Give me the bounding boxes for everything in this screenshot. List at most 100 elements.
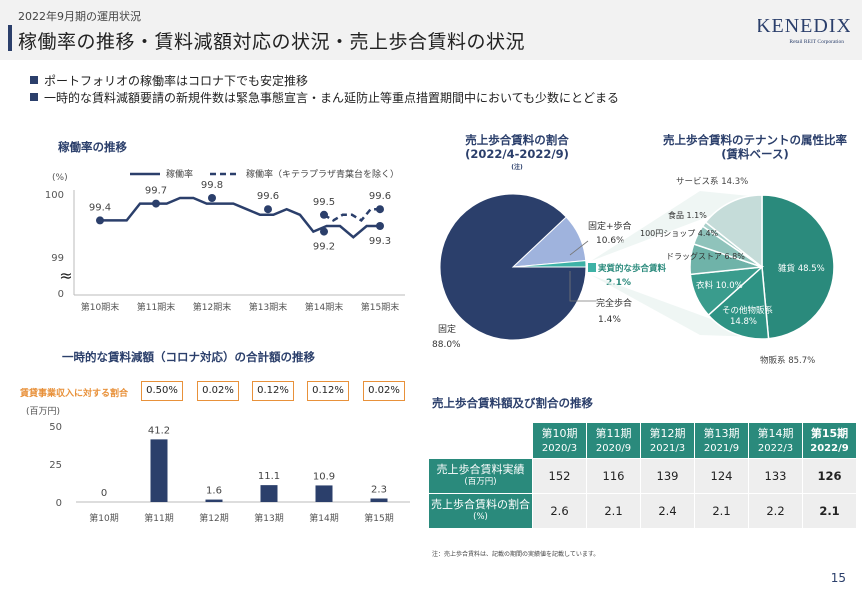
- ratio-box: 0.12%: [252, 381, 294, 401]
- logo-text: KENEDIX: [758, 15, 850, 37]
- table-cell: 126: [802, 458, 857, 494]
- bar: [150, 439, 168, 502]
- bar-value-label: 10.9: [313, 471, 335, 482]
- occupancy-line-solid: [100, 196, 380, 239]
- label-clothing: 衣料 10.0%: [696, 280, 743, 291]
- bullet-2: 一時的な賃料減額要請の新規件数は緊急事態宣言・まん延防止等重点措置期間中において…: [30, 89, 619, 106]
- company-logo: KENEDIX Retail REIT Corporation: [758, 15, 850, 45]
- occupancy-ylabel: (%): [52, 173, 68, 183]
- pie-slice: [704, 194, 763, 269]
- effective-value: 2.1%: [606, 278, 631, 288]
- leader-line: [569, 271, 596, 302]
- table-cell: 2.2: [748, 493, 803, 529]
- table-cell: 2.6: [532, 493, 587, 529]
- ytick-0: 0: [58, 289, 64, 300]
- occupancy-legend: 稼働率 稼働率（キテラプラザ青葉台を除く）: [130, 168, 399, 180]
- table-row: 売上歩合賃料実績 (百万円) 152 116 139 124 133 126: [428, 458, 857, 494]
- legend-dashed: 稼働率（キテラプラザ青葉台を除く）: [246, 168, 399, 180]
- legend-solid: 稼働率: [166, 168, 193, 180]
- x-tick-label: 第10期末: [81, 301, 119, 313]
- data-label: 99.7: [145, 186, 167, 197]
- bar-value-label: 11.1: [258, 471, 280, 482]
- bar: [260, 485, 278, 502]
- revenue-table-title: 売上歩合賃料額及び割合の推移: [432, 396, 593, 410]
- pie-connector: [591, 191, 760, 261]
- ytick-100: 100: [45, 190, 64, 201]
- x-tick-label: 第10期: [89, 512, 118, 524]
- table-header: 第14期 2022/3: [748, 422, 803, 459]
- effective-label: 実質的な歩合賃料: [598, 263, 667, 274]
- y-tick-label: 25: [49, 460, 62, 471]
- occupancy-line-dashed: [323, 207, 380, 223]
- data-point: [96, 216, 104, 225]
- x-tick-label: 第13期末: [249, 301, 287, 313]
- table-cell: 139: [640, 458, 695, 494]
- pie2-chart: サービス系 14.3% 物販系 85.7% 雑貨 48.5% その他物販系 14…: [591, 176, 835, 366]
- bullet-square-icon: [30, 76, 38, 84]
- pie1-pct-full: 1.4%: [598, 315, 621, 325]
- page-subtitle: 2022年9月期の運用状況: [18, 10, 141, 23]
- table-cell: 133: [748, 458, 803, 494]
- bar-value-label: 1.6: [206, 486, 222, 497]
- label-zakka: 雑貨 48.5%: [778, 263, 825, 274]
- table-header: 第12期 2021/3: [640, 422, 695, 459]
- leader-line: [569, 240, 589, 256]
- label-100yen: 100円ショップ 4.4%: [640, 229, 719, 238]
- data-label: 99.6: [369, 191, 391, 202]
- x-tick-label: 第11期: [144, 512, 173, 524]
- table-cell: 2.1: [586, 493, 641, 529]
- reduction-ylabel: (百万円): [26, 406, 60, 417]
- logo-subtext: Retail REIT Corporation: [789, 39, 844, 45]
- axis-break-icon: ≈: [59, 266, 72, 285]
- label-drug: ドラッグストア 6.8%: [666, 251, 745, 261]
- title-accent-bar: [8, 25, 12, 51]
- label-food: 食品 1.1%: [668, 210, 707, 220]
- pie1-label-full: 完全歩合: [596, 297, 632, 309]
- ratio-box: 0.50%: [141, 381, 183, 401]
- pie1-chart: 固定+歩合 10.6% 実質的な歩合賃料 2.1% 完全歩合 1.4% 固定 8…: [432, 193, 667, 350]
- bar-value-label: 0: [101, 488, 107, 499]
- table-header: 第13期 2021/9: [694, 422, 749, 459]
- occupancy-title: 稼働率の推移: [58, 140, 127, 154]
- data-point: [376, 205, 384, 214]
- table-row: 売上歩合賃料の割合 (%) 2.6 2.1 2.4 2.1 2.2 2.1: [428, 493, 857, 529]
- bullet-1: ポートフォリオの稼働率はコロナ下でも安定推移: [30, 72, 308, 89]
- y-tick-label: 50: [49, 422, 62, 433]
- bar: [315, 485, 333, 502]
- bar-value-label: 2.3: [371, 485, 387, 496]
- label-other: その他物販系: [722, 305, 773, 316]
- ratio-box: 0.02%: [363, 381, 405, 401]
- table-header: 第15期 2022/9: [802, 422, 857, 459]
- data-label: 99.4: [89, 202, 111, 213]
- page-title: 稼働率の推移・賃料減額対応の状況・売上歩合賃料の状況: [18, 31, 526, 53]
- table-cell: 2.4: [640, 493, 695, 529]
- pie2-title: 売上歩合賃料のテナントの属性比率 (賃料ベース): [663, 133, 847, 161]
- table-header: 第11期 2020/9: [586, 422, 641, 459]
- data-point: [264, 205, 272, 214]
- effective-marker-icon: [588, 263, 596, 272]
- data-point: [320, 210, 328, 219]
- table-cell: 124: [694, 458, 749, 494]
- data-point: [376, 222, 384, 230]
- x-tick-label: 第14期末: [305, 301, 343, 313]
- data-point: [320, 227, 328, 236]
- x-tick-label: 第11期末: [137, 301, 175, 313]
- header-band: [0, 0, 862, 60]
- pie-slice: [439, 193, 587, 341]
- bar: [370, 498, 388, 502]
- bar-value-label: 41.2: [148, 425, 170, 436]
- data-label: 99.6: [257, 191, 279, 202]
- pie1-label-fixed-plus: 固定+歩合: [588, 220, 632, 232]
- pie1-title: 売上歩合賃料の割合 (2022/4-2022/9)(注): [465, 133, 569, 171]
- pie1-label-fixed: 固定: [438, 323, 456, 335]
- x-tick-label: 第13期: [254, 512, 283, 524]
- reduction-chart: (百万円) 0 25 50 0 第10期 41.2 第11期 1.6 第12期 11.1 第13期…: [26, 406, 410, 524]
- ratio-box: 0.02%: [197, 381, 239, 401]
- x-tick-label: 第12期: [199, 512, 228, 524]
- service-label: サービス系 14.3%: [676, 176, 748, 187]
- row-label: 売上歩合賃料の割合 (%): [428, 493, 533, 529]
- x-tick-label: 第12期末: [193, 301, 231, 313]
- page-number: 15: [830, 571, 846, 585]
- bullet-square-icon: [30, 93, 38, 101]
- table-row: 第10期 2020/3 第11期 2020/9 第12期 2021/3 第13期 202…: [428, 422, 857, 459]
